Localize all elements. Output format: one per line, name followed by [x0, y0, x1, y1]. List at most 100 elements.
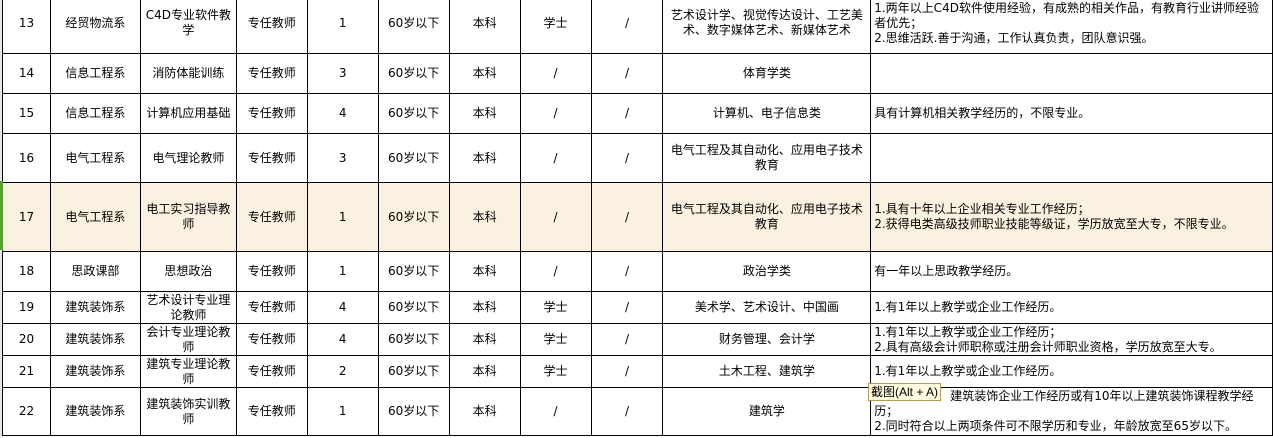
cell-dept[interactable]: 建筑装饰系 — [49, 387, 141, 436]
cell-other[interactable]: / — [590, 133, 664, 183]
cell-count[interactable]: 1 — [306, 251, 379, 292]
cell-other[interactable]: / — [590, 93, 664, 134]
cell-degree[interactable]: 学士 — [519, 291, 592, 324]
cell-course[interactable]: 思想政治 — [139, 251, 237, 292]
cell-type[interactable]: 专任教师 — [235, 182, 308, 252]
cell-major[interactable]: 艺术设计学、视觉传达设计、工艺美术、数字媒体艺术、新媒体艺术 — [662, 0, 872, 54]
cell-course[interactable]: 会计专业理论教师 — [139, 323, 237, 356]
cell-type[interactable]: 专任教师 — [235, 323, 308, 356]
cell-age[interactable]: 60岁以下 — [377, 355, 450, 388]
cell-age[interactable]: 60岁以下 — [377, 291, 450, 324]
cell-requirements[interactable] — [870, 53, 1273, 94]
cell-major[interactable]: 计算机、电子信息类 — [662, 93, 872, 134]
cell-type[interactable]: 专任教师 — [235, 133, 308, 183]
cell-count[interactable]: 3 — [306, 133, 379, 183]
cell-age[interactable]: 60岁以下 — [377, 323, 450, 356]
cell-other[interactable]: / — [590, 387, 664, 436]
cell-major[interactable]: 体育学类 — [662, 53, 872, 94]
cell-requirements[interactable]: 1.具有十年以上企业相关专业工作经历； 2.获得电类高级技师职业技能等级证，学历… — [870, 182, 1273, 252]
cell-degree[interactable]: 学士 — [519, 323, 592, 356]
cell-no[interactable]: 18 — [2, 251, 51, 292]
cell-course[interactable]: 建筑装饰实训教师 — [139, 387, 237, 436]
cell-no[interactable]: 15 — [2, 93, 51, 134]
cell-requirements[interactable]: 1.有1年以上教学或企业工作经历。 — [870, 291, 1273, 324]
cell-major[interactable]: 电气工程及其自动化、应用电子技术教育 — [662, 182, 872, 252]
cell-other[interactable]: / — [590, 355, 664, 388]
cell-count[interactable]: 4 — [306, 93, 379, 134]
cell-requirements[interactable]: 1.两年以上C4D软件使用经验，有成熟的相关作品，有教育行业讲师经验者优先； 2… — [870, 0, 1273, 54]
cell-age[interactable]: 60岁以下 — [377, 0, 450, 54]
cell-edu[interactable]: 本科 — [448, 251, 521, 292]
cell-requirements[interactable] — [870, 133, 1273, 183]
cell-edu[interactable]: 本科 — [448, 291, 521, 324]
cell-other[interactable]: / — [590, 0, 664, 54]
cell-type[interactable]: 专任教师 — [235, 291, 308, 324]
cell-type[interactable]: 专任教师 — [235, 93, 308, 134]
cell-major[interactable]: 政治学类 — [662, 251, 872, 292]
cell-no[interactable]: 13 — [2, 0, 51, 54]
cell-no[interactable]: 16 — [2, 133, 51, 183]
cell-count[interactable]: 2 — [306, 355, 379, 388]
cell-major[interactable]: 美术学、艺术设计、中国画 — [662, 291, 872, 324]
cell-requirements[interactable]: 具有计算机相关教学经历的，不限专业。 — [870, 93, 1273, 134]
cell-course[interactable]: C4D专业软件教学 — [139, 0, 237, 54]
cell-age[interactable]: 60岁以下 — [377, 182, 450, 252]
cell-type[interactable]: 专任教师 — [235, 0, 308, 54]
cell-no[interactable]: 17 — [2, 182, 51, 252]
cell-count[interactable]: 1 — [306, 182, 379, 252]
cell-degree[interactable]: / — [519, 93, 592, 134]
cell-count[interactable]: 4 — [306, 291, 379, 324]
cell-course[interactable]: 电气理论教师 — [139, 133, 237, 183]
cell-age[interactable]: 60岁以下 — [377, 133, 450, 183]
cell-requirements[interactable]: 1.有1年以上教学或企业工作经历。 — [870, 355, 1273, 388]
cell-count[interactable]: 1 — [306, 0, 379, 54]
cell-edu[interactable]: 本科 — [448, 323, 521, 356]
cell-count[interactable]: 3 — [306, 53, 379, 94]
cell-course[interactable]: 计算机应用基础 — [139, 93, 237, 134]
cell-dept[interactable]: 信息工程系 — [49, 53, 141, 94]
cell-edu[interactable]: 本科 — [448, 93, 521, 134]
cell-no[interactable]: 21 — [2, 355, 51, 388]
cell-edu[interactable]: 本科 — [448, 355, 521, 388]
cell-course[interactable]: 消防体能训练 — [139, 53, 237, 94]
cell-type[interactable]: 专任教师 — [235, 387, 308, 436]
cell-requirements[interactable]: 1.有1年以上教学或企业工作经历； 2.具有高级会计师职称或注册会计师职业资格，… — [870, 323, 1273, 356]
cell-major[interactable]: 电气工程及其自动化、应用电子技术教育 — [662, 133, 872, 183]
cell-degree[interactable]: 学士 — [519, 0, 592, 54]
cell-major[interactable]: 土木工程、建筑学 — [662, 355, 872, 388]
cell-major[interactable]: 建筑学 — [662, 387, 872, 436]
cell-course[interactable]: 艺术设计专业理论教师 — [139, 291, 237, 324]
cell-degree[interactable]: / — [519, 387, 592, 436]
cell-degree[interactable]: / — [519, 251, 592, 292]
cell-edu[interactable]: 本科 — [448, 387, 521, 436]
cell-dept[interactable]: 信息工程系 — [49, 93, 141, 134]
cell-edu[interactable]: 本科 — [448, 133, 521, 183]
cell-edu[interactable]: 本科 — [448, 53, 521, 94]
cell-other[interactable]: / — [590, 53, 664, 94]
cell-course[interactable]: 建筑专业理论教师 — [139, 355, 237, 388]
cell-dept[interactable]: 建筑装饰系 — [49, 355, 141, 388]
cell-count[interactable]: 4 — [306, 323, 379, 356]
cell-degree[interactable]: 学士 — [519, 355, 592, 388]
cell-other[interactable]: / — [590, 251, 664, 292]
cell-no[interactable]: 20 — [2, 323, 51, 356]
cell-no[interactable]: 14 — [2, 53, 51, 94]
cell-count[interactable]: 1 — [306, 387, 379, 436]
cell-other[interactable]: / — [590, 182, 664, 252]
cell-other[interactable]: / — [590, 323, 664, 356]
cell-edu[interactable]: 本科 — [448, 182, 521, 252]
cell-type[interactable]: 专任教师 — [235, 251, 308, 292]
cell-dept[interactable]: 建筑装饰系 — [49, 323, 141, 356]
cell-degree[interactable]: / — [519, 133, 592, 183]
cell-dept[interactable]: 思政课部 — [49, 251, 141, 292]
cell-no[interactable]: 22 — [2, 387, 51, 436]
cell-no[interactable]: 19 — [2, 291, 51, 324]
cell-dept[interactable]: 经贸物流系 — [49, 0, 141, 54]
cell-age[interactable]: 60岁以下 — [377, 53, 450, 94]
cell-age[interactable]: 60岁以下 — [377, 387, 450, 436]
cell-requirements[interactable]: 有一年以上思政教学经历。 — [870, 251, 1273, 292]
cell-degree[interactable]: / — [519, 182, 592, 252]
cell-dept[interactable]: 电气工程系 — [49, 133, 141, 183]
cell-degree[interactable]: / — [519, 53, 592, 94]
cell-edu[interactable]: 本科 — [448, 0, 521, 54]
